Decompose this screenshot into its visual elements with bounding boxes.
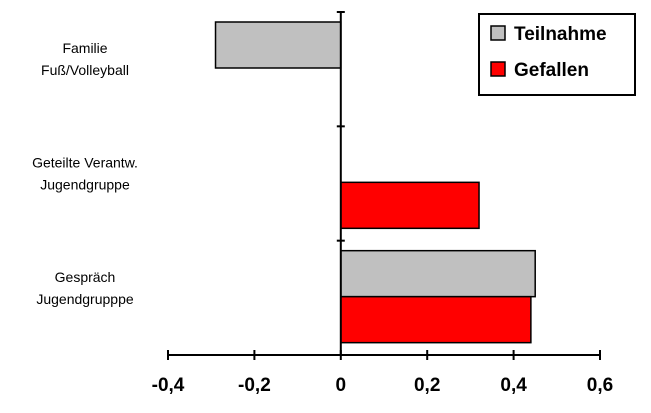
bar bbox=[214, 21, 342, 69]
legend-swatch bbox=[490, 25, 506, 41]
x-tick-label: -0,4 bbox=[152, 375, 185, 396]
legend-label: Gefallen bbox=[514, 60, 589, 81]
bar bbox=[340, 295, 532, 344]
x-tick-label: -0,2 bbox=[238, 375, 271, 396]
x-tick-label: 0 bbox=[336, 375, 347, 396]
category-label: Geteilte Verantw. Jugendgruppe bbox=[32, 155, 138, 193]
x-tick-label: 0,4 bbox=[500, 375, 527, 396]
category-label: Gespräch Jugendgrupppe bbox=[36, 269, 134, 307]
bar bbox=[340, 249, 536, 298]
x-tick-label: 0,6 bbox=[587, 375, 613, 396]
bar bbox=[340, 181, 480, 230]
legend-swatch bbox=[490, 61, 506, 77]
legend-label: Teilnahme bbox=[514, 24, 607, 45]
x-tick-label: 0,2 bbox=[414, 375, 440, 396]
category-label: Familie Fuß/Volleyball bbox=[41, 40, 129, 78]
